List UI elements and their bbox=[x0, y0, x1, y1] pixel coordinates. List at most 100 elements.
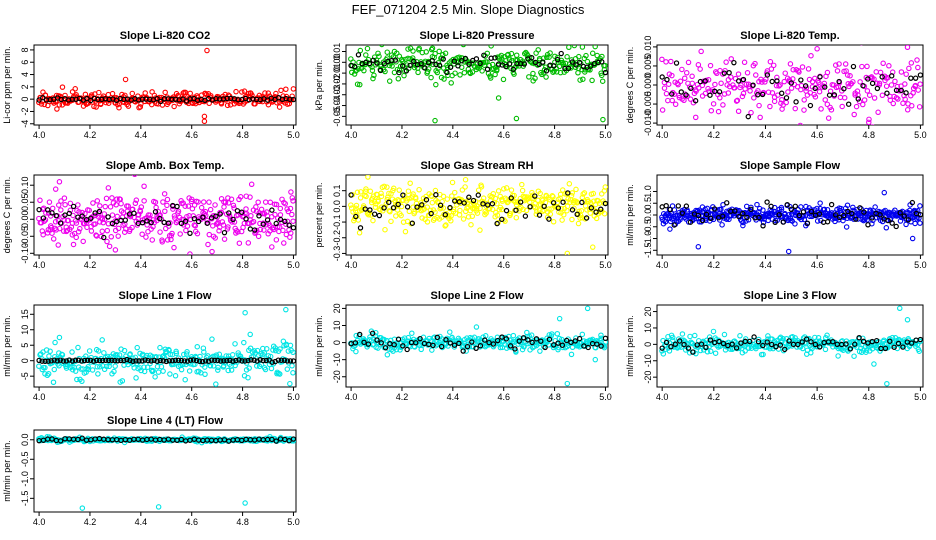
y-tick-label: 4 bbox=[20, 72, 30, 77]
black-point bbox=[852, 341, 858, 347]
colored-point bbox=[41, 101, 48, 108]
colored-point bbox=[735, 108, 742, 114]
black-point bbox=[764, 199, 770, 205]
colored-point bbox=[357, 47, 364, 54]
black-point bbox=[172, 357, 179, 363]
outlier-point bbox=[462, 176, 469, 183]
colored-point bbox=[903, 221, 909, 228]
black-point bbox=[369, 330, 376, 336]
black-point bbox=[443, 337, 449, 343]
colored-point bbox=[109, 195, 115, 201]
black-point bbox=[428, 210, 434, 217]
y-tick-label: -2 bbox=[20, 107, 30, 115]
colored-point bbox=[59, 84, 66, 90]
colored-point bbox=[127, 213, 134, 220]
black-point bbox=[711, 206, 718, 212]
colored-point bbox=[842, 61, 849, 67]
black-point bbox=[860, 338, 867, 345]
black-point bbox=[860, 83, 866, 89]
colored-point bbox=[370, 217, 376, 224]
colored-point bbox=[557, 69, 564, 76]
colored-point bbox=[877, 343, 884, 349]
colored-point bbox=[559, 187, 566, 193]
black-point bbox=[503, 207, 510, 214]
colored-point bbox=[582, 69, 588, 75]
colored-point bbox=[832, 62, 839, 68]
black-point bbox=[555, 205, 562, 211]
black-point bbox=[506, 61, 513, 67]
black-point bbox=[912, 75, 919, 81]
colored-point bbox=[860, 101, 866, 108]
black-point bbox=[698, 341, 705, 347]
colored-point bbox=[182, 376, 188, 383]
outlier-point bbox=[866, 119, 872, 125]
colored-point bbox=[157, 344, 163, 351]
colored-point bbox=[747, 88, 753, 94]
colored-point bbox=[375, 197, 381, 203]
colored-point bbox=[97, 203, 103, 209]
black-point bbox=[482, 337, 488, 343]
black-point bbox=[136, 358, 142, 364]
colored-point bbox=[471, 20, 475, 24]
colored-point bbox=[218, 101, 225, 107]
colored-point bbox=[152, 374, 158, 380]
colored-point bbox=[456, 54, 462, 61]
colored-point bbox=[915, 64, 921, 71]
black-point bbox=[287, 358, 294, 364]
colored-point bbox=[508, 187, 515, 193]
colored-point bbox=[289, 211, 295, 218]
colored-point bbox=[533, 211, 540, 217]
black-point bbox=[796, 212, 803, 219]
colored-point bbox=[917, 81, 923, 87]
black-point bbox=[460, 348, 466, 354]
black-point bbox=[72, 357, 79, 363]
black-point bbox=[411, 58, 417, 65]
black-point bbox=[532, 193, 538, 199]
black-point bbox=[221, 229, 228, 236]
colored-point bbox=[480, 195, 487, 201]
x-tick-label: 5.0 bbox=[914, 130, 927, 140]
black-point bbox=[152, 209, 159, 215]
black-point bbox=[507, 343, 514, 349]
outlier-point bbox=[242, 309, 248, 316]
colored-point bbox=[167, 371, 173, 377]
colored-point bbox=[756, 102, 762, 109]
colored-point bbox=[441, 76, 447, 82]
colored-point bbox=[375, 345, 381, 351]
colored-point bbox=[410, 48, 416, 54]
colored-point bbox=[689, 73, 695, 80]
black-point bbox=[205, 358, 212, 364]
colored-point bbox=[94, 364, 101, 370]
black-point bbox=[145, 357, 151, 364]
colored-point bbox=[735, 71, 742, 77]
data-points bbox=[659, 45, 923, 125]
colored-point bbox=[392, 198, 398, 204]
black-point bbox=[183, 98, 190, 104]
colored-point bbox=[381, 183, 387, 190]
black-point bbox=[357, 225, 364, 231]
colored-point bbox=[728, 74, 734, 80]
colored-point bbox=[192, 223, 199, 229]
colored-point bbox=[841, 95, 848, 101]
colored-point bbox=[777, 82, 783, 88]
colored-point bbox=[85, 364, 91, 370]
colored-point bbox=[669, 337, 676, 344]
colored-point bbox=[443, 222, 449, 228]
colored-point bbox=[88, 228, 95, 234]
colored-point bbox=[268, 365, 275, 372]
black-point bbox=[503, 63, 509, 70]
colored-point bbox=[265, 90, 272, 96]
colored-point bbox=[579, 45, 586, 50]
colored-point bbox=[475, 187, 482, 193]
colored-point bbox=[150, 367, 156, 374]
colored-point bbox=[424, 68, 431, 75]
panel-title: Slope Li-820 CO2 bbox=[120, 30, 210, 42]
colored-point bbox=[469, 69, 476, 75]
y-tick-label: -0.01 bbox=[332, 63, 342, 84]
black-point bbox=[678, 89, 684, 95]
colored-point bbox=[871, 95, 878, 101]
colored-point bbox=[92, 221, 98, 227]
colored-point bbox=[513, 214, 520, 221]
colored-point bbox=[219, 219, 226, 225]
black-point bbox=[226, 210, 232, 216]
